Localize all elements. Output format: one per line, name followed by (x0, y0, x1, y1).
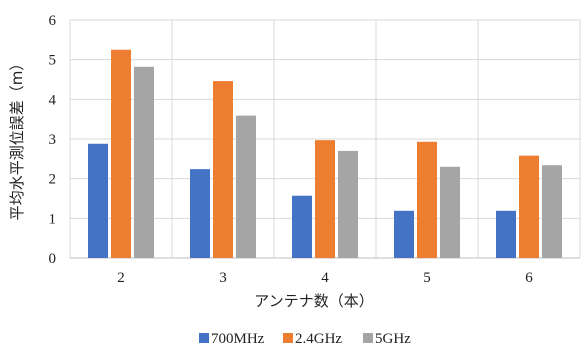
y-tick-label: 2 (49, 172, 57, 188)
y-tick-label: 4 (49, 92, 57, 108)
bar-2.4GHz-5 (417, 141, 437, 258)
x-tick-label: 4 (321, 270, 329, 286)
x-tick-label: 3 (219, 270, 227, 286)
bar-5GHz-4 (338, 150, 358, 258)
bar-700MHz-6 (496, 210, 516, 258)
bar-5GHz-2 (134, 66, 154, 258)
bar-2.4GHz-4 (315, 140, 335, 258)
y-axis-label: 平均水平測位誤差（m） (8, 56, 26, 221)
bars (88, 49, 562, 258)
bar-5GHz-6 (542, 165, 562, 258)
bar-700MHz-2 (88, 143, 108, 258)
bar-2.4GHz-6 (519, 155, 539, 258)
legend-label-5GHz: 5GHz (375, 331, 411, 347)
x-tick-label: 6 (525, 270, 533, 286)
bar-700MHz-4 (292, 195, 312, 258)
x-tick-label: 2 (117, 270, 125, 286)
bar-2.4GHz-3 (213, 81, 233, 258)
y-tick-label: 5 (49, 53, 57, 69)
bar-700MHz-3 (190, 169, 210, 258)
legend-swatch-5GHz (363, 333, 373, 343)
bar-700MHz-5 (394, 210, 414, 258)
y-tick-label: 3 (49, 132, 57, 148)
legend-swatch-700MHz (199, 333, 209, 343)
x-axis-label: アンテナ数（本） (254, 292, 373, 310)
legend-swatch-2.4GHz (283, 333, 293, 343)
x-tick-label: 5 (423, 270, 431, 286)
legend-label-2.4GHz: 2.4GHz (295, 331, 342, 347)
x-tick-labels: 2 3 4 5 6 (117, 270, 533, 286)
bar-5GHz-3 (236, 115, 256, 258)
bar-2.4GHz-2 (111, 49, 131, 258)
y-tick-labels: 0 1 2 3 4 5 6 (49, 13, 57, 267)
legend-label-700MHz: 700MHz (211, 331, 265, 347)
y-tick-label: 1 (49, 211, 57, 227)
bar-5GHz-5 (440, 166, 460, 258)
legend: 700MHz 2.4GHz 5GHz (199, 331, 411, 347)
y-tick-label: 6 (49, 13, 57, 29)
y-tick-label: 0 (49, 251, 57, 267)
